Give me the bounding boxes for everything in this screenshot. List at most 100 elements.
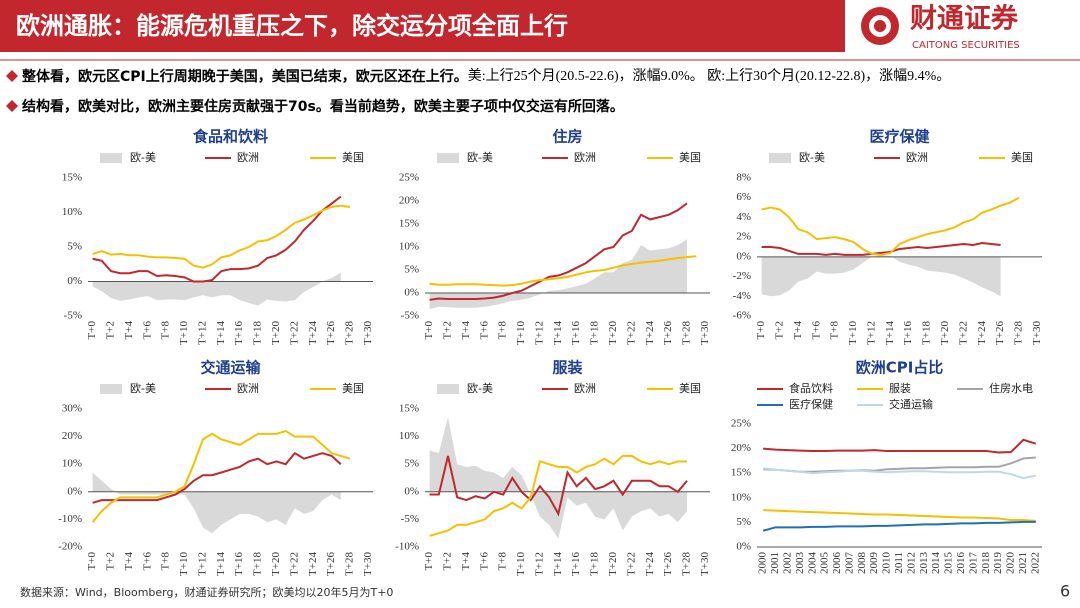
legend-label: 欧洲 — [574, 151, 596, 164]
y-tick-label: -5% — [401, 310, 419, 322]
x-tick-label: 2010 — [881, 552, 893, 575]
legend-label: 欧洲 — [237, 382, 259, 395]
x-tick-label: 2020 — [1005, 552, 1017, 575]
y-tick-label: -20% — [58, 541, 82, 553]
x-tick-label: T+14 — [552, 321, 564, 345]
chart-title: 住房 — [552, 128, 582, 146]
y-tick-label: 0% — [736, 541, 751, 553]
x-tick-label: T+24 — [307, 552, 319, 576]
y-tick-label: -5% — [64, 310, 82, 322]
x-tick-label: T+26 — [662, 321, 674, 345]
x-tick-label: T+30 — [1031, 321, 1043, 345]
y-tick-label: 5% — [404, 264, 419, 276]
area — [429, 417, 688, 539]
x-tick-label: T+0 — [86, 552, 98, 571]
x-tick-label: 2016 — [955, 552, 967, 575]
x-tick-label: T+0 — [423, 321, 435, 340]
y-tick-label: -5% — [401, 513, 419, 525]
x-tick-label: T+4 — [792, 321, 804, 340]
chart-title: 欧洲CPI占比 — [856, 359, 944, 377]
x-tick-label: T+20 — [607, 552, 619, 576]
x-tick-label: T+2 — [105, 321, 117, 339]
x-tick-label: T+12 — [196, 552, 208, 576]
x-tick-label: T+8 — [829, 321, 841, 340]
page-number: 6 — [1060, 582, 1070, 601]
chart: 服装 -10% -5% 0% 5% 10% 15% 欧-美 欧洲 美国 T+0 T+2 T+4 T+6 T+… — [395, 359, 711, 576]
x-tick-label: T+20 — [939, 321, 951, 345]
line — [763, 467, 1036, 480]
area — [429, 239, 688, 310]
y-tick-label: 4% — [736, 211, 751, 223]
y-tick-label: 15% — [62, 172, 82, 184]
x-tick-label: T+28 — [344, 552, 356, 576]
x-tick-label: T+16 — [570, 321, 582, 345]
y-tick-label: 20% — [62, 430, 82, 442]
x-tick-label: T+4 — [460, 321, 472, 340]
x-tick-label: 2019 — [992, 552, 1004, 575]
x-tick-label: T+8 — [160, 552, 172, 571]
line — [92, 451, 342, 504]
x-tick-label: T+16 — [902, 321, 914, 345]
x-tick-label: T+0 — [423, 552, 435, 571]
y-tick-label: 15% — [399, 218, 419, 230]
legend-label: 医疗保健 — [789, 397, 833, 411]
x-tick-label: T+30 — [362, 321, 374, 345]
x-tick-label: T+28 — [681, 321, 693, 345]
x-tick-label: 2014 — [930, 552, 942, 575]
x-tick-label: 2011 — [893, 552, 905, 574]
legend-swatch — [437, 384, 459, 394]
x-tick-label: T+12 — [865, 321, 877, 345]
x-tick-label: T+22 — [625, 321, 637, 345]
chart-title: 食品和饮料 — [193, 128, 268, 146]
x-tick-label: T+4 — [123, 321, 135, 340]
legend-label: 食品饮料 — [789, 381, 833, 395]
y-tick-label: 20% — [731, 442, 751, 454]
x-tick-label: T+28 — [344, 321, 356, 345]
x-tick-label: T+30 — [699, 552, 711, 576]
x-tick-label: T+12 — [533, 552, 545, 576]
x-tick-label: T+6 — [478, 552, 490, 571]
line — [429, 255, 697, 287]
x-tick-label: T+28 — [1013, 321, 1025, 345]
y-tick-label: 8% — [736, 172, 751, 184]
x-tick-label: T+2 — [442, 552, 454, 570]
bullet-marker — [6, 100, 18, 112]
logo-en: CAITONG SECURITIES — [912, 40, 1020, 51]
legend-label: 欧洲 — [237, 151, 259, 164]
bullet-bold: 整体看，欧元区CPI上行周期晚于美国，美国已结束，欧元区还在上行。 — [21, 68, 468, 85]
legend-swatch — [437, 153, 459, 163]
y-tick-label: 2% — [736, 231, 751, 243]
y-tick-label: 10% — [62, 206, 82, 218]
area — [92, 272, 341, 306]
legend-swatch — [100, 153, 122, 163]
x-tick-label: T+10 — [515, 552, 527, 576]
bullet-marker — [6, 70, 18, 82]
x-tick-label: T+14 — [552, 552, 564, 576]
x-tick-label: T+30 — [699, 321, 711, 345]
header-bar — [0, 0, 845, 52]
line — [763, 438, 1037, 454]
y-tick-label: -10% — [395, 541, 419, 553]
x-tick-label: T+10 — [847, 321, 859, 345]
x-tick-label: T+28 — [681, 552, 693, 576]
x-tick-label: T+26 — [662, 552, 674, 576]
y-tick-label: 0% — [404, 287, 419, 299]
x-tick-label: 2018 — [980, 552, 992, 575]
chart-title: 交通运输 — [200, 359, 261, 377]
area — [761, 254, 1001, 297]
x-tick-label: T+22 — [957, 321, 969, 345]
x-tick-label: T+26 — [994, 321, 1006, 345]
header-title: 欧洲通胀：能源危机重压之下，除交运分项全面上行 — [16, 12, 568, 40]
y-tick-label: -6% — [733, 310, 751, 322]
bullet-text: 美:上行25个月(20.5-22.6)，涨幅9.0%。 欧:上行30个月(20.… — [468, 68, 951, 84]
x-tick-label: T+0 — [86, 321, 98, 340]
x-tick-label: T+16 — [233, 321, 245, 345]
x-tick-label: T+24 — [644, 321, 656, 345]
x-tick-label: T+16 — [570, 552, 582, 576]
y-tick-label: 10% — [731, 491, 751, 503]
x-tick-label: T+12 — [533, 321, 545, 345]
source-note: 数据来源：Wind，Bloomberg，财通证券研究所；欧美均以20年5月为T+… — [20, 585, 393, 599]
y-tick-label: 30% — [62, 403, 82, 415]
bullet: 结构看，欧美对比，欧洲主要住房贡献强于70s。看当前趋势，欧美主要子项中仅交运有… — [22, 98, 624, 115]
